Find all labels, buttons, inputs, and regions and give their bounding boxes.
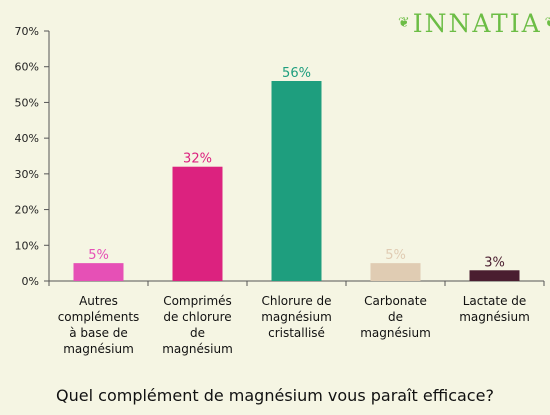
- logo-text: INNATIA: [412, 8, 542, 38]
- y-tick-label: 20%: [15, 204, 39, 217]
- category-label-line: Autres: [79, 294, 118, 308]
- bar-value-label: 56%: [282, 66, 311, 81]
- category-label: Lactate de magnésium: [452, 293, 538, 325]
- category-label-line: magnésium: [162, 342, 233, 356]
- y-tick-label: 30%: [15, 168, 39, 181]
- category-label: Chlorure de magnésium cristallisé: [254, 293, 340, 341]
- category-label-line: Chlorure de: [261, 294, 332, 308]
- y-tick-label: 60%: [15, 61, 39, 74]
- category-label-line: de: [190, 326, 205, 340]
- bar: [172, 166, 223, 281]
- category-label: Comprimés de chlorure de magnésium: [155, 293, 241, 357]
- category-label-line: compléments: [57, 310, 140, 324]
- category-label-line: Lactate de: [462, 294, 527, 308]
- category-label-line: de chlorure: [163, 310, 232, 324]
- category-label: Autres compléments à base de magnésium: [56, 293, 142, 357]
- survey-question: Quel complément de magnésium vous paraît…: [56, 386, 494, 405]
- bar: [271, 81, 322, 281]
- category-label-line: Comprimés: [163, 294, 232, 308]
- bar: [469, 270, 520, 281]
- bar-value-label: 5%: [88, 248, 109, 263]
- left-leaf-icon: ❦: [398, 15, 410, 31]
- category-label-line: magnésium: [261, 310, 332, 324]
- bar: [73, 263, 124, 281]
- category-label-line: cristallisé: [268, 326, 325, 340]
- bar-value-label: 5%: [385, 248, 406, 263]
- y-tick-label: 10%: [15, 239, 39, 252]
- y-tick-label: 70%: [15, 25, 39, 38]
- y-tick-label: 0%: [22, 275, 39, 288]
- right-leaf-icon: ❦: [545, 15, 550, 31]
- innatia-logo[interactable]: ❦ INNATIA ❦: [398, 6, 550, 40]
- category-label-line: à base de: [69, 326, 128, 340]
- bar-value-label: 32%: [183, 152, 212, 167]
- y-tick-label: 40%: [15, 132, 39, 145]
- category-label: Carbonate de magnésium: [353, 293, 439, 341]
- category-label-line: Carbonate: [364, 294, 427, 308]
- bar: [370, 263, 421, 281]
- y-tick-label: 50%: [15, 96, 39, 109]
- category-label-line: magnésium: [63, 342, 134, 356]
- category-label-line: magnésium: [459, 310, 530, 324]
- category-label-line: magnésium: [360, 326, 431, 340]
- bar-value-label: 3%: [484, 255, 505, 270]
- bar-chart: 0% 10% 20% 30% 40% 50% 60% 70% 5% 32% 56% 5% 3%: [15, 25, 545, 288]
- category-label-line: de: [388, 310, 403, 324]
